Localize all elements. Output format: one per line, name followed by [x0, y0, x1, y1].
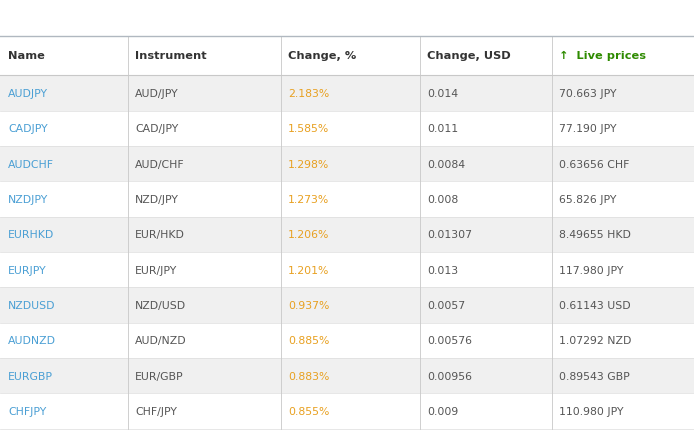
Text: 0.00576: 0.00576: [427, 335, 472, 346]
Text: 0.89543 GBP: 0.89543 GBP: [559, 371, 629, 381]
Text: 0.00956: 0.00956: [427, 371, 472, 381]
Text: 1.206%: 1.206%: [288, 230, 330, 240]
Text: 0.009: 0.009: [427, 406, 458, 416]
Text: CAD/JPY: CAD/JPY: [135, 124, 178, 134]
Text: EURHKD: EURHKD: [8, 230, 55, 240]
Text: EUR/GBP: EUR/GBP: [135, 371, 184, 381]
Text: CADJPY: CADJPY: [8, 124, 48, 134]
Bar: [0, 252, 694, 288]
Text: EUR/HKD: EUR/HKD: [135, 230, 185, 240]
Text: CHF/JPY: CHF/JPY: [135, 406, 177, 416]
Text: 0.63656 CHF: 0.63656 CHF: [559, 159, 629, 169]
Text: ↑  Live prices: ↑ Live prices: [559, 51, 645, 61]
Text: 0.61143 USD: 0.61143 USD: [559, 300, 630, 310]
Text: 0.0057: 0.0057: [427, 300, 465, 310]
Text: EUR/JPY: EUR/JPY: [135, 265, 178, 275]
Bar: [0, 393, 694, 429]
Text: 1.298%: 1.298%: [288, 159, 329, 169]
Text: 117.980 JPY: 117.980 JPY: [559, 265, 623, 275]
Text: 0.937%: 0.937%: [288, 300, 330, 310]
Text: 0.013: 0.013: [427, 265, 458, 275]
Text: EURJPY: EURJPY: [8, 265, 47, 275]
Text: 0.008: 0.008: [427, 194, 458, 205]
Bar: [0, 323, 694, 358]
Text: AUD/JPY: AUD/JPY: [135, 89, 179, 99]
Text: NZD/USD: NZD/USD: [135, 300, 187, 310]
Text: NZD/JPY: NZD/JPY: [135, 194, 179, 205]
Text: 8.49655 HKD: 8.49655 HKD: [559, 230, 631, 240]
Bar: [0, 217, 694, 252]
Bar: [0, 288, 694, 323]
Bar: [0, 37, 694, 76]
Text: AUDCHF: AUDCHF: [8, 159, 54, 169]
Text: 1.07292 NZD: 1.07292 NZD: [559, 335, 631, 346]
Text: 0.883%: 0.883%: [288, 371, 330, 381]
Text: 1.585%: 1.585%: [288, 124, 329, 134]
Text: 110.980 JPY: 110.980 JPY: [559, 406, 623, 416]
Text: 65.826 JPY: 65.826 JPY: [559, 194, 616, 205]
Bar: [0, 147, 694, 182]
Text: NZDJPY: NZDJPY: [8, 194, 49, 205]
Text: CHFJPY: CHFJPY: [8, 406, 46, 416]
Bar: [0, 358, 694, 393]
Text: Instrument: Instrument: [135, 51, 207, 61]
Text: 0.014: 0.014: [427, 89, 458, 99]
Text: 1.273%: 1.273%: [288, 194, 329, 205]
Bar: [0, 111, 694, 147]
Text: 70.663 JPY: 70.663 JPY: [559, 89, 616, 99]
Text: 0.855%: 0.855%: [288, 406, 330, 416]
Text: 2.183%: 2.183%: [288, 89, 329, 99]
Text: AUDJPY: AUDJPY: [8, 89, 49, 99]
Text: 0.01307: 0.01307: [427, 230, 472, 240]
Text: AUD/CHF: AUD/CHF: [135, 159, 185, 169]
Bar: [0, 76, 694, 111]
Text: Change, %: Change, %: [288, 51, 356, 61]
Text: NZDUSD: NZDUSD: [8, 300, 56, 310]
Text: Change, USD: Change, USD: [427, 51, 511, 61]
Text: AUDNZD: AUDNZD: [8, 335, 56, 346]
Text: 77.190 JPY: 77.190 JPY: [559, 124, 616, 134]
Text: 1.201%: 1.201%: [288, 265, 330, 275]
Text: Name: Name: [8, 51, 45, 61]
Bar: [0, 182, 694, 217]
Text: 0.0084: 0.0084: [427, 159, 465, 169]
Text: 0.011: 0.011: [427, 124, 458, 134]
Text: EURGBP: EURGBP: [8, 371, 53, 381]
Text: AUD/NZD: AUD/NZD: [135, 335, 187, 346]
Text: 0.885%: 0.885%: [288, 335, 330, 346]
